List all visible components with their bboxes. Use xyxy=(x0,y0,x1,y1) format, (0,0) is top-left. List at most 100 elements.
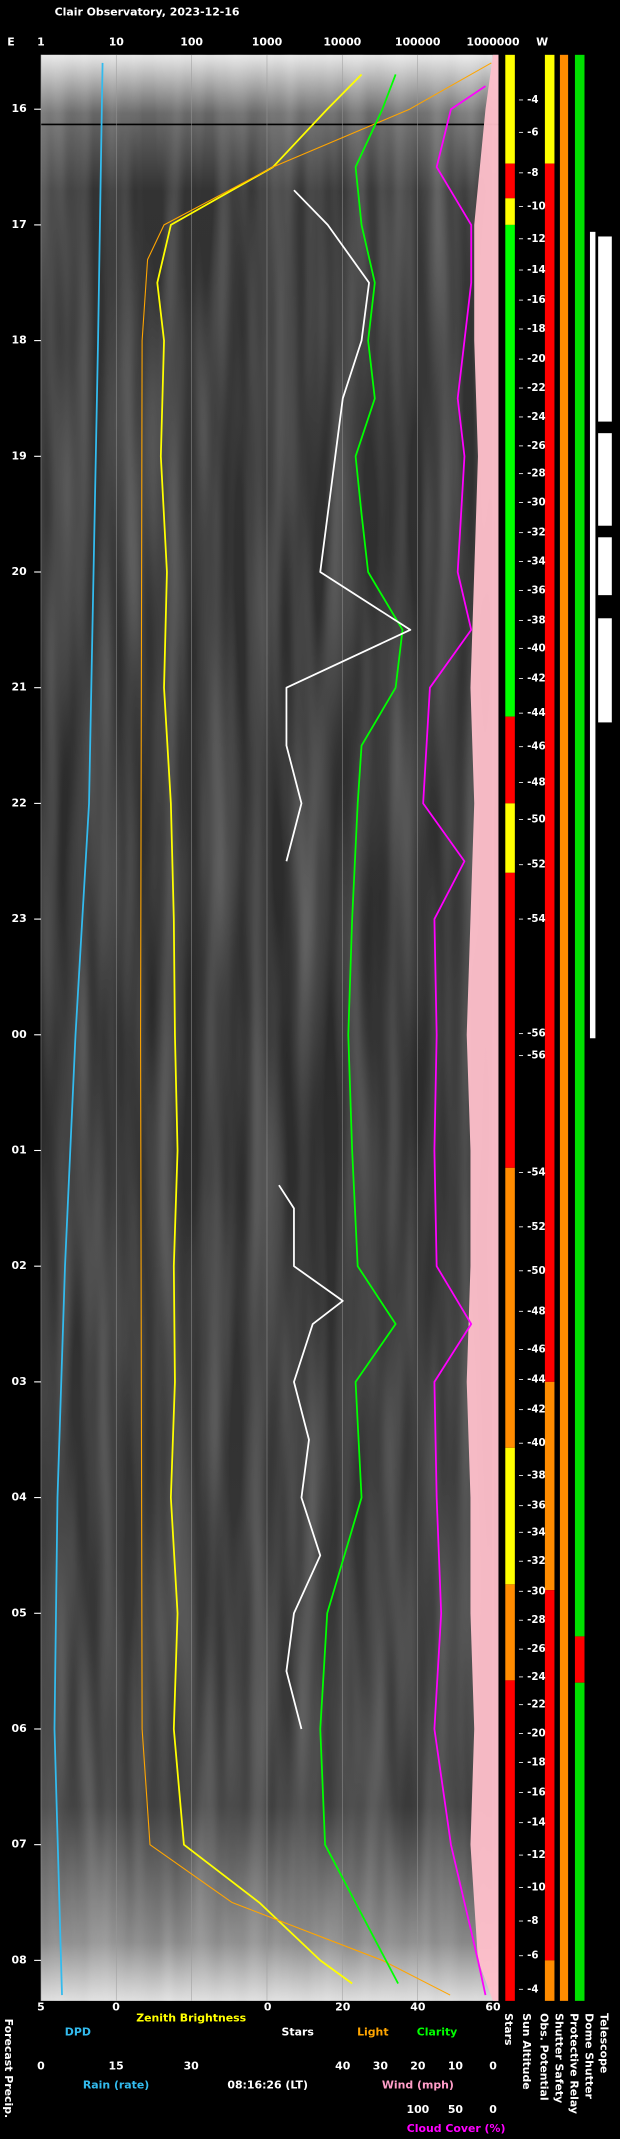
y-tick-label: 08 xyxy=(12,1953,27,1966)
status-segment xyxy=(598,236,612,422)
sun-altitude-label: -12 xyxy=(527,233,546,245)
sun-altitude-label: -44 xyxy=(527,1374,546,1386)
chart-title: Clair Observatory, 2023-12-16 xyxy=(55,5,240,18)
sun-altitude-label: -22 xyxy=(527,1699,546,1711)
sun-altitude-label: -36 xyxy=(527,1500,546,1512)
series-label: Clarity xyxy=(417,2025,458,2038)
status-segment xyxy=(598,537,612,596)
sun-altitude-label: -34 xyxy=(527,556,546,568)
status-label: Obs. Potential xyxy=(538,2013,551,2100)
bottom-tick-label: 30 xyxy=(373,2059,389,2072)
sun-altitude-label: -26 xyxy=(527,1643,546,1655)
bottom-tick-label: 20 xyxy=(410,2059,426,2072)
sun-altitude-label: -18 xyxy=(527,1757,546,1769)
status-segment xyxy=(505,803,515,873)
sun-altitude-label: -20 xyxy=(527,1728,546,1740)
sun-altitude-label: -54 xyxy=(527,1166,546,1178)
status-label: Dome Shutter xyxy=(583,2013,596,2099)
sun-altitude-label: -38 xyxy=(527,615,546,627)
series-line xyxy=(278,189,412,1730)
bottom-tick-label: 0 xyxy=(489,2103,497,2116)
sun-altitude-label: -52 xyxy=(527,859,546,871)
series-label: Cloud Cover (%) xyxy=(407,2122,506,2135)
sun-altitude-label: -48 xyxy=(527,1305,546,1317)
status-segment xyxy=(505,54,515,164)
sun-altitude-label: -16 xyxy=(527,1787,546,1799)
bottom-tick-label: 0 xyxy=(37,2059,45,2072)
status-segment xyxy=(544,163,555,1382)
sun-altitude-label: -16 xyxy=(527,294,546,306)
status-segment xyxy=(544,54,555,164)
x-tick-label: 1 xyxy=(37,36,45,49)
bottom-tick-label: 10 xyxy=(448,2059,464,2072)
status-segment xyxy=(505,198,515,225)
cloud-area xyxy=(466,54,499,2001)
x-tick-label: 1000 xyxy=(252,36,283,49)
bottom-tick-label: 0 xyxy=(264,2001,272,2014)
y-tick-label: 17 xyxy=(12,218,27,231)
y-tick-label: 23 xyxy=(12,912,27,925)
x-tick-label: 10000 xyxy=(323,36,361,49)
sun-altitude-label: -34 xyxy=(527,1526,546,1538)
status-segment xyxy=(598,433,612,526)
sun-altitude-label: -20 xyxy=(527,353,546,365)
status-segment xyxy=(598,618,612,723)
sun-altitude-label: -8 xyxy=(527,1915,538,1927)
east-label: E xyxy=(7,36,14,49)
sun-altitude-label: -46 xyxy=(527,1343,546,1355)
sun-altitude-label: -4 xyxy=(527,1983,538,1995)
sun-altitude-label: -44 xyxy=(527,707,546,719)
x-tick-label: 100 xyxy=(180,36,203,49)
status-segment xyxy=(505,1584,515,1681)
sun-altitude-label: -28 xyxy=(527,468,546,480)
sun-altitude-title: Sun Altitude xyxy=(520,2013,533,2089)
series-label: Zenith Brightness xyxy=(136,2012,246,2025)
sun-altitude-label: -24 xyxy=(527,411,546,423)
sun-altitude-label: -28 xyxy=(527,1614,546,1626)
sun-altitude-label: -14 xyxy=(527,1817,546,1829)
sun-altitude-label: -26 xyxy=(527,440,546,452)
series-line xyxy=(156,73,363,1985)
bottom-tick-label: 100 xyxy=(406,2103,429,2116)
bottom-tick-label: 60 xyxy=(485,2001,501,2014)
series-line xyxy=(319,74,404,1984)
series-line xyxy=(53,62,104,1996)
bottom-tick-label: 40 xyxy=(410,2001,426,2014)
sun-altitude-label: -38 xyxy=(527,1470,546,1482)
status-segment xyxy=(574,1636,585,1683)
x-tick-label: 1000000 xyxy=(466,36,520,49)
sun-altitude-label: -4 xyxy=(527,94,538,106)
series-label: DPD xyxy=(65,2025,91,2038)
status-segment xyxy=(505,163,515,199)
sun-altitude-label: -12 xyxy=(527,1849,546,1861)
y-tick-label: 01 xyxy=(12,1143,27,1156)
y-tick-label: 07 xyxy=(12,1838,27,1851)
y-tick-label: 19 xyxy=(12,449,27,462)
sun-altitude-label: -30 xyxy=(527,497,546,509)
y-tick-label: 00 xyxy=(12,1028,28,1041)
bottom-tick-label: 5 xyxy=(37,2001,45,2014)
bottom-tick-label: 15 xyxy=(108,2059,123,2072)
series-line xyxy=(140,62,492,1996)
status-segment xyxy=(544,1381,555,1591)
y-tick-label: 22 xyxy=(12,796,27,809)
sun-altitude-label: -40 xyxy=(527,642,546,654)
time-label: 08:16:26 (LT) xyxy=(227,2079,308,2092)
y-tick-label: 20 xyxy=(12,565,28,578)
y-tick-label: 16 xyxy=(12,102,27,115)
sun-altitude-label: -46 xyxy=(527,741,546,753)
y-tick-label: 04 xyxy=(12,1491,28,1504)
series-label: Light xyxy=(357,2025,388,2038)
sun-altitude-label: -24 xyxy=(527,1671,546,1683)
status-segment xyxy=(505,1680,515,2001)
sun-altitude-label: -18 xyxy=(527,323,546,335)
bottom-tick-label: 40 xyxy=(335,2059,351,2072)
status-label: Protective Relay xyxy=(568,2013,581,2114)
y-tick-label: 21 xyxy=(12,681,27,694)
x-tick-label: 100000 xyxy=(395,36,441,49)
sun-altitude-label: -42 xyxy=(527,672,546,684)
y-tick-label: 03 xyxy=(12,1375,27,1388)
sky-texture xyxy=(40,54,499,2001)
status-segment xyxy=(505,872,515,1168)
